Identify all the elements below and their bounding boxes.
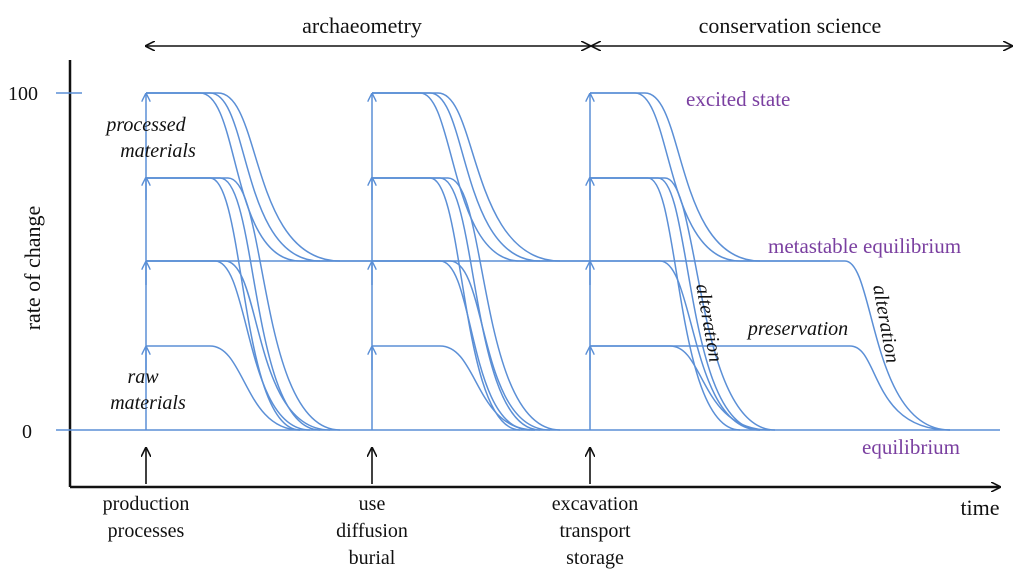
curve-s1-50-a (146, 260, 311, 431)
curve-s3-25-preservation (590, 345, 951, 431)
raw-label-1: raw (127, 366, 159, 388)
use-label-1: use (359, 493, 386, 515)
excited-state-label: excited state (686, 87, 790, 111)
curve-s3-75-c (590, 177, 776, 431)
y-tick-100: 100 (8, 83, 38, 105)
equilibrium-label: equilibrium (862, 435, 960, 459)
curve-s2-50-b (372, 260, 551, 431)
processed-label-2: materials (120, 140, 196, 162)
curve-s1-100-a (146, 92, 372, 262)
metastable-equilibrium-label: metastable equilibrium (768, 234, 961, 258)
use-label-2: diffusion (336, 520, 408, 542)
curve-s2-50-a (372, 260, 531, 431)
excavation-label-3: storage (566, 547, 624, 569)
curve-s1-100-c (146, 92, 341, 262)
curve-s1-75-a (146, 177, 301, 431)
excavation-label-2: transport (559, 520, 631, 542)
archaeometry-label: archaeometry (302, 13, 422, 38)
curve-s3-75-a (590, 177, 741, 431)
conservation-science-label: conservation science (699, 13, 882, 38)
curve-s3-100-b (590, 92, 761, 262)
curve-s3-25-a (590, 345, 771, 431)
curve-s1-50-b (146, 260, 331, 431)
production-label-2: processes (108, 520, 185, 542)
x-axis-label: time (960, 495, 999, 520)
raw-label-2: materials (110, 392, 186, 414)
curve-s2-75-b (372, 177, 541, 431)
excavation-label-1: excavation (552, 493, 639, 515)
use-label-3: burial (349, 547, 396, 569)
curve-s1-75-b (146, 177, 321, 431)
curve-s2-100-a (372, 92, 590, 262)
decay-curves (146, 92, 951, 431)
y-axis-label: rate of change (20, 206, 45, 331)
curve-s3-100-a (590, 92, 830, 262)
production-label-1: production (103, 493, 190, 515)
y-tick-0: 0 (22, 421, 32, 443)
curve-s2-75-a (372, 177, 521, 431)
curve-s1-100-b (146, 92, 321, 262)
curve-s2-100-b (372, 92, 541, 262)
curve-s2-100-c (372, 92, 561, 262)
processed-label-1: processed (104, 114, 186, 136)
curve-s3-75-b (590, 177, 761, 431)
curve-s3-metastable-alteration (770, 260, 951, 431)
preservation-label: preservation (746, 318, 848, 340)
mid-level-arrowheads (146, 178, 590, 370)
curve-s2-75-c (372, 177, 561, 431)
curve-s1-25 (146, 345, 301, 431)
curve-s2-25 (372, 345, 536, 431)
curve-s1-75-c (146, 177, 341, 431)
alteration-label-1: alteration (691, 282, 726, 364)
